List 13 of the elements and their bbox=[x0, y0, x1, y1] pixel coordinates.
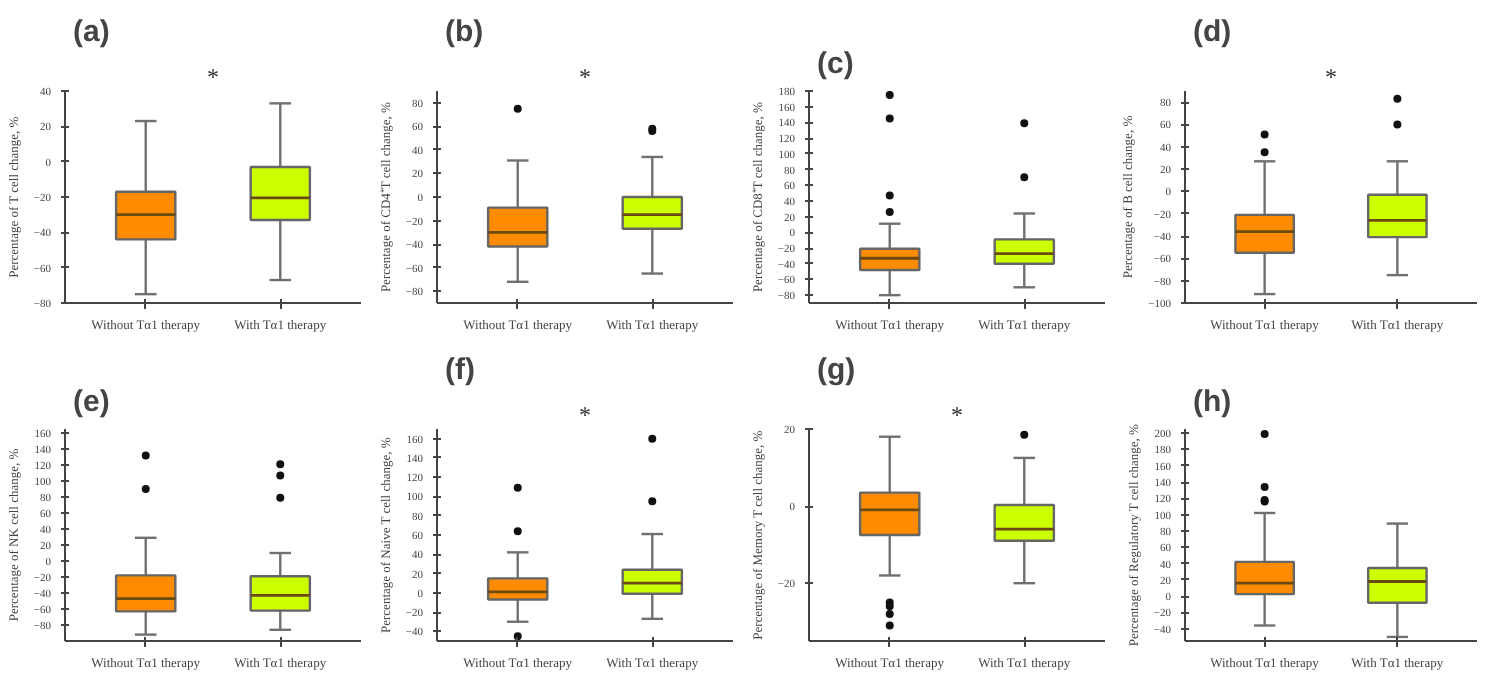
chart-title: (d) bbox=[1193, 15, 1232, 49]
chart-title: (c) bbox=[817, 47, 854, 81]
text: * bbox=[579, 63, 591, 91]
chart-title: (a) bbox=[73, 15, 110, 49]
chart-title: (h) bbox=[1193, 385, 1232, 419]
chart-title: (b) bbox=[445, 15, 484, 49]
text: * bbox=[207, 63, 219, 91]
text: * bbox=[1325, 63, 1337, 91]
chart-title: (e) bbox=[73, 385, 110, 419]
text: * bbox=[951, 401, 963, 429]
annotation: * bbox=[579, 401, 591, 429]
chart-title: (g) bbox=[817, 353, 856, 387]
chart-title: (f) bbox=[445, 353, 475, 387]
